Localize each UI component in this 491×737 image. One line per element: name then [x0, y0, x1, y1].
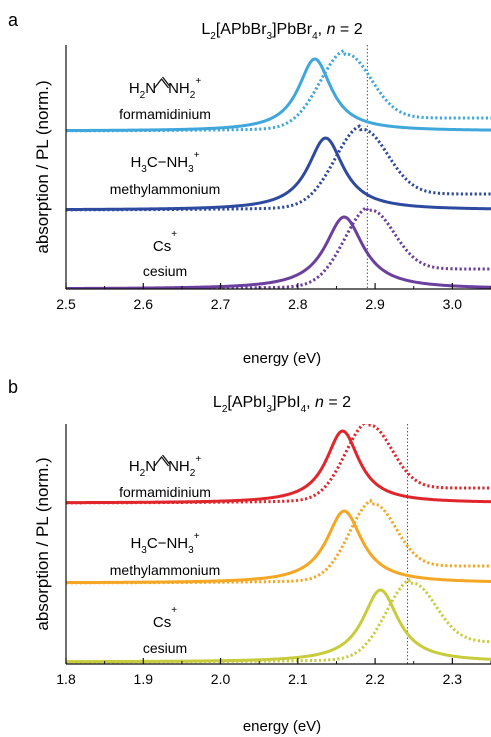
pl-curve-formamidinium — [66, 429, 491, 505]
cation-formula-part: NH — [168, 80, 190, 97]
x-tick-label: 1.9 — [134, 671, 154, 687]
cation-formula-part: N — [145, 458, 156, 475]
chart-title-part: [APbI — [227, 394, 266, 411]
cation-formula-part: C−NH — [147, 535, 188, 552]
cation-formula-part: 3 — [188, 545, 194, 556]
cation-formula-part: 2 — [140, 468, 146, 479]
chart-title-part: ]PbI — [272, 394, 300, 411]
chart-title-part: L — [213, 394, 222, 411]
x-tick-label: 1.8 — [56, 671, 76, 687]
chart-title-part: 3 — [267, 31, 273, 42]
chart-title-part: , — [306, 394, 315, 411]
x-tick-label: 2.2 — [365, 671, 385, 687]
cation-formula-part: 3 — [141, 545, 147, 556]
panel-letter: b — [8, 377, 18, 397]
formamidinium-bond — [154, 454, 171, 467]
series-cesium — [66, 577, 491, 664]
cation-formula-part: + — [194, 531, 200, 542]
cation-name: cesium — [143, 263, 187, 279]
cation-formula-part: + — [195, 76, 201, 87]
chart-title: L2[APbI3]PbI4, n = 2 — [213, 394, 351, 415]
cation-formula: H2N NH2+ — [129, 76, 202, 101]
chart-title-part: , — [318, 21, 327, 38]
chart-title-part: 2 — [210, 31, 216, 42]
cation-formula-part: 2 — [140, 90, 146, 101]
x-tick-label: 2.8 — [288, 296, 308, 312]
pl-curve-methylammonium — [66, 509, 491, 585]
chart-title: L2[APbBr3]PbBr4, n = 2 — [201, 21, 362, 42]
cation-formula-part: + — [171, 605, 177, 616]
cation-formula-part: H — [130, 154, 141, 171]
cation-name: methylammonium — [110, 181, 220, 197]
cation-formula: Cs+ — [153, 605, 177, 631]
chart-title-part: ]PbBr — [272, 21, 313, 38]
cation-formula-part: 2 — [190, 468, 196, 479]
chart-title-part: [APbBr — [216, 21, 267, 38]
x-tick-label: 2.3 — [443, 671, 463, 687]
cation-formula-part: 3 — [188, 164, 194, 175]
cation-formula-part: Cs — [153, 238, 171, 255]
pl-curve-cesium — [66, 215, 491, 289]
pl-curve-methylammonium — [66, 136, 491, 211]
cation-formula-part: H — [129, 458, 140, 475]
panel-letter: a — [8, 10, 19, 30]
cation-formula-part: H — [129, 80, 140, 97]
cation-formula-part: H — [130, 535, 141, 552]
cation-formula-part: + — [195, 454, 201, 465]
x-tick-label: 2.0 — [211, 671, 231, 687]
cation-formula-part: + — [194, 150, 200, 161]
x-axis-label: energy (eV) — [243, 718, 321, 735]
cation-formula-part: 2 — [190, 90, 196, 101]
chart-title-part: n — [327, 21, 336, 38]
x-tick-label: 2.9 — [365, 296, 385, 312]
chart-title-part: = 2 — [335, 21, 362, 38]
cation-formula: H2N NH2+ — [129, 454, 202, 479]
x-tick-label: 2.5 — [56, 296, 76, 312]
chart-title-part: = 2 — [324, 394, 351, 411]
cation-formula-part: 3 — [141, 164, 147, 175]
x-tick-label: 2.6 — [134, 296, 154, 312]
cation-formula-part: Cs — [153, 614, 171, 631]
pl-curve-formamidinium — [66, 57, 491, 133]
cation-formula-part: C−NH — [147, 154, 188, 171]
cation-formula-part: + — [171, 229, 177, 240]
chart-title-part: 3 — [267, 404, 273, 415]
absorption-curve-cesium — [66, 205, 491, 289]
x-tick-label: 2.7 — [211, 296, 231, 312]
cation-name: cesium — [143, 640, 187, 656]
chart-title-part: n — [315, 394, 324, 411]
series-cesium — [66, 205, 491, 289]
formamidinium-bond — [154, 76, 171, 89]
x-axis-label: energy (eV) — [243, 350, 321, 367]
chart-title-part: 2 — [222, 404, 228, 415]
cation-formula: H3C−NH3+ — [130, 531, 199, 556]
cation-name: methylammonium — [110, 562, 220, 578]
cation-formula: Cs+ — [153, 229, 177, 255]
cation-formula-part: NH — [168, 458, 190, 475]
series-methylammonium — [66, 124, 491, 212]
y-axis-label: absorption / PL (norm.) — [33, 80, 52, 253]
chart-title-part: 4 — [312, 31, 318, 42]
x-tick-label: 2.1 — [288, 671, 308, 687]
cation-name: formamidinium — [119, 106, 211, 122]
chart-title-part: 4 — [301, 404, 307, 415]
y-axis-label: absorption / PL (norm.) — [33, 457, 52, 630]
cation-name: formamidinium — [119, 484, 211, 500]
pl-curve-cesium — [66, 588, 491, 664]
cation-formula: H3C−NH3+ — [130, 150, 199, 175]
x-tick-label: 3.0 — [443, 296, 463, 312]
chart-title-part: L — [201, 21, 210, 38]
series-methylammonium — [66, 498, 491, 585]
series-formamidinium — [66, 424, 491, 505]
series-formamidinium — [66, 48, 491, 133]
cation-formula-part: N — [145, 80, 156, 97]
